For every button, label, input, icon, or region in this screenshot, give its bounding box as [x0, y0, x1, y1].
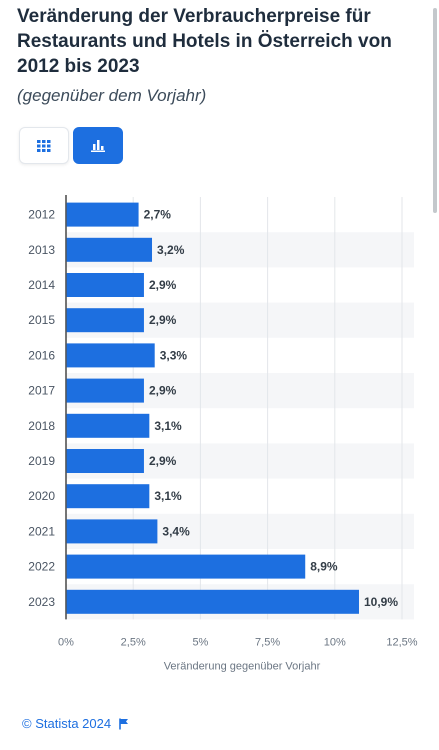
y-tick-label: 2015 — [28, 313, 55, 327]
bar — [66, 554, 306, 579]
y-tick-label: 2019 — [28, 454, 55, 468]
chart-title: Veränderung der Verbraucherpreise für Re… — [17, 6, 392, 77]
data-label: 2,9% — [149, 384, 177, 398]
footer: © Statista 2024 — [22, 716, 129, 731]
y-tick-label: 2021 — [28, 524, 55, 538]
bar — [66, 413, 150, 438]
flag-icon[interactable] — [119, 718, 129, 730]
y-tick-label: 2020 — [28, 489, 55, 503]
bar — [66, 484, 150, 509]
table-view-button[interactable] — [19, 127, 69, 164]
x-tick-label: 12,5% — [386, 636, 417, 648]
grid-icon — [37, 139, 51, 152]
chart-subtitle: (gegenüber dem Vorjahr) — [17, 86, 207, 105]
bar — [66, 449, 144, 473]
data-label: 10,9% — [364, 595, 398, 609]
bar — [66, 273, 144, 297]
scrollbar[interactable] — [433, 8, 437, 213]
data-label: 3,2% — [157, 243, 185, 257]
bar — [66, 202, 139, 227]
bar — [66, 237, 153, 262]
bar-chart-icon — [91, 140, 105, 152]
data-label: 8,9% — [310, 560, 338, 574]
x-tick-label: 10% — [324, 636, 346, 648]
y-tick-label: 2018 — [28, 419, 55, 433]
y-tick-label: 2023 — [28, 595, 55, 609]
data-label: 2,9% — [149, 278, 177, 292]
y-tick-label: 2016 — [28, 348, 55, 362]
data-label: 2,9% — [149, 454, 177, 468]
x-tick-label: 2,5% — [121, 636, 146, 648]
bar — [66, 308, 144, 333]
data-label: 2,9% — [149, 313, 177, 327]
statista-credit-link[interactable]: © Statista 2024 — [22, 716, 112, 731]
y-tick-label: 2017 — [28, 384, 55, 398]
chart-view-button[interactable] — [73, 127, 123, 164]
x-tick-label: 5% — [192, 636, 208, 648]
y-tick-label: 2022 — [28, 560, 55, 574]
bar — [66, 519, 158, 544]
data-label: 3,1% — [154, 419, 182, 433]
data-label: 3,3% — [160, 348, 188, 362]
y-tick-label: 2014 — [28, 278, 55, 292]
bar-chart: 0% 2,5% 5% 7,5% 10% 12,5% 2012 2,7% 2013 3,2% 2014… — [28, 195, 418, 672]
y-tick-label: 2013 — [28, 243, 55, 257]
x-axis-title: Veränderung gegenüber Vorjahr — [164, 660, 321, 672]
data-label: 3,1% — [154, 489, 182, 503]
data-label: 2,7% — [144, 208, 172, 222]
data-label: 3,4% — [162, 524, 190, 538]
bar — [66, 589, 359, 614]
bar — [66, 378, 144, 403]
bar — [66, 343, 155, 368]
y-tick-label: 2012 — [28, 208, 55, 222]
x-tick-label: 0% — [58, 636, 74, 648]
x-tick-label: 7,5% — [255, 636, 280, 648]
